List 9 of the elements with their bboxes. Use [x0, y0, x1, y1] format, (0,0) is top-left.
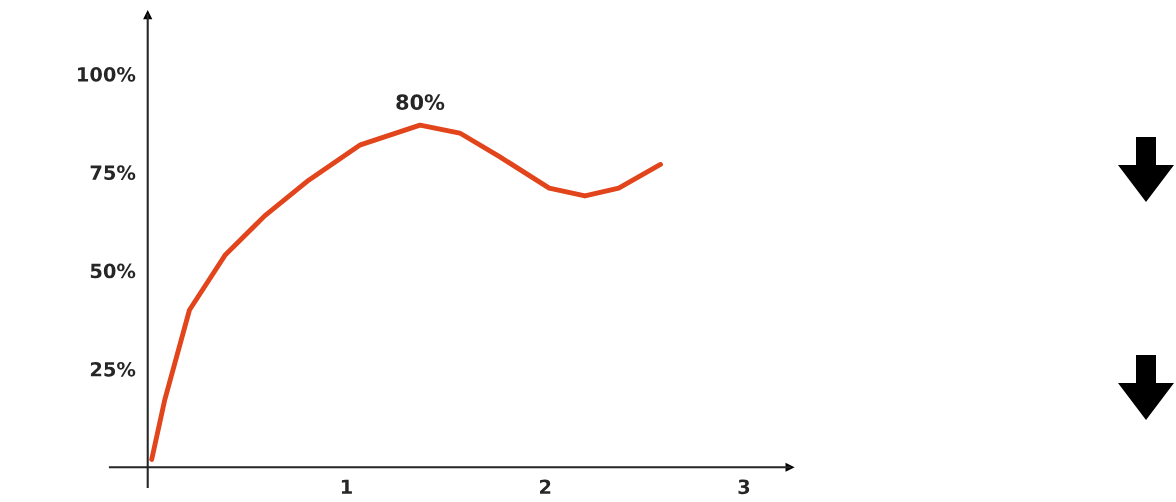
x-tick-label: 2: [539, 479, 551, 494]
x-tick-label: 1: [341, 479, 352, 494]
annotation: 80%: [396, 94, 445, 111]
line-series: [149, 122, 663, 462]
y-tick-label: 100%: [78, 67, 136, 82]
x-tick-label: 3: [738, 479, 750, 495]
y-tick-label: 25%: [90, 361, 136, 377]
y-tick-label: 75%: [90, 165, 136, 181]
y-tick-label: 50%: [90, 263, 136, 279]
